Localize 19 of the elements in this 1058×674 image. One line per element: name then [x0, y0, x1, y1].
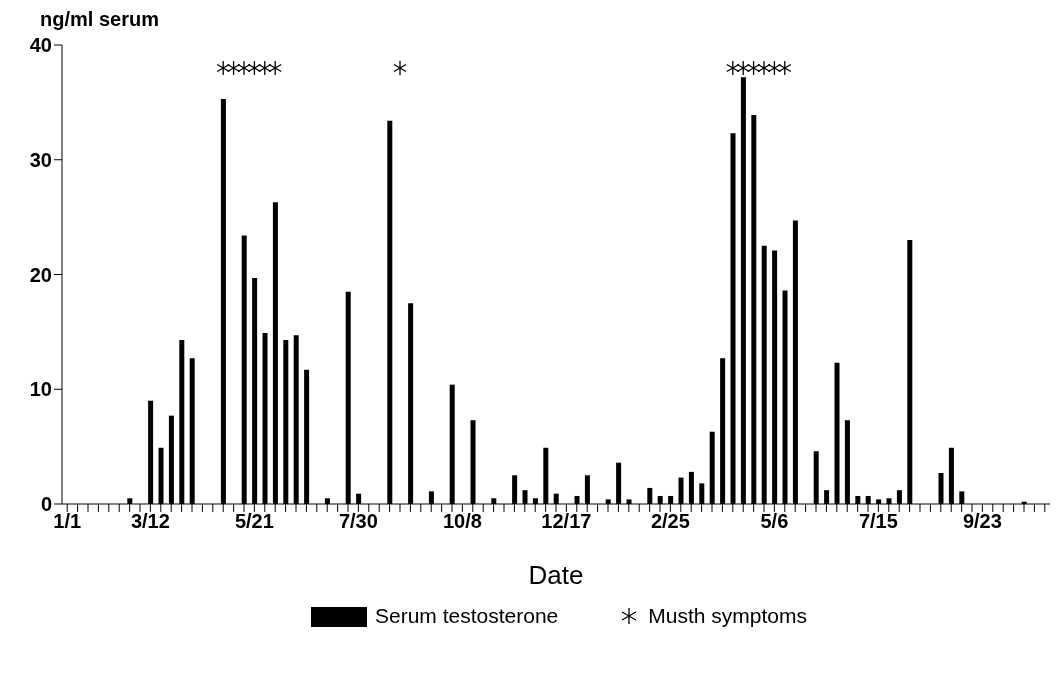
x-tick-label: 7/30: [338, 510, 378, 533]
y-tick-label: 10: [29, 378, 52, 401]
x-tick-label: 2/25: [650, 510, 690, 533]
x-tick-label: 1/1: [53, 510, 82, 533]
x-tick-label: 7/15: [858, 510, 898, 533]
x-tick-label: 3/12: [130, 510, 170, 533]
y-tick-label: 30: [29, 148, 52, 171]
y-tick-label: 0: [40, 493, 52, 516]
x-tick-label: 5/21: [234, 510, 274, 533]
x-tick-label: 12/17: [541, 510, 592, 533]
y-tick-label: 40: [29, 34, 52, 57]
legend-label: Musth symptoms: [648, 604, 807, 628]
y-axis-title: ng/ml serum: [40, 8, 160, 32]
x-tick-label: 10/8: [442, 510, 482, 533]
x-axis-title: Date: [528, 560, 584, 590]
x-tick-label: 9/23: [962, 510, 1002, 533]
legend-label: Serum testosterone: [375, 604, 559, 628]
x-tick-label: 5/6: [760, 510, 789, 533]
y-tick-label: 20: [29, 263, 52, 286]
